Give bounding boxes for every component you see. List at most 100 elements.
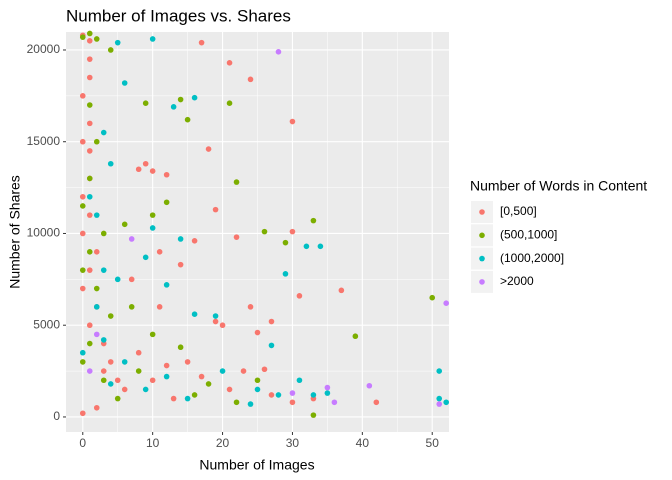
point — [219, 322, 226, 329]
point — [128, 276, 135, 283]
point — [226, 60, 233, 66]
point — [233, 179, 240, 185]
point — [163, 171, 170, 178]
legend-marker — [479, 279, 485, 285]
point — [86, 193, 93, 200]
point — [310, 412, 317, 418]
legend-marker — [479, 232, 485, 239]
point — [86, 175, 93, 182]
point — [86, 74, 93, 81]
point — [233, 234, 240, 240]
point — [233, 399, 240, 406]
point — [289, 399, 296, 406]
x-tick-label: 40 — [356, 436, 370, 450]
point — [170, 104, 177, 110]
legend-label: (500,1000] — [500, 227, 557, 241]
point — [93, 304, 100, 310]
point — [156, 304, 163, 310]
point — [142, 254, 149, 261]
point — [93, 404, 100, 411]
point — [261, 228, 268, 235]
point — [212, 318, 219, 325]
point — [163, 282, 170, 288]
point — [275, 392, 282, 398]
point — [205, 146, 212, 152]
point — [121, 359, 128, 365]
point — [436, 395, 443, 402]
point — [93, 331, 100, 338]
point — [107, 359, 114, 365]
point — [205, 381, 212, 387]
point — [93, 212, 100, 218]
point — [149, 212, 156, 218]
point — [79, 285, 86, 292]
point — [100, 368, 107, 374]
x-tick-label: 30 — [286, 436, 300, 450]
point — [86, 102, 93, 108]
y-tick-label: 10000 — [27, 226, 61, 240]
point — [296, 377, 303, 384]
point — [100, 377, 107, 384]
point — [247, 76, 254, 83]
point — [170, 395, 177, 402]
point — [191, 94, 198, 101]
x-tick-label: 20 — [216, 436, 230, 450]
point — [324, 384, 331, 391]
point — [254, 377, 261, 384]
point — [184, 359, 191, 365]
point — [352, 333, 359, 340]
point — [86, 368, 93, 374]
point — [219, 368, 226, 374]
point — [128, 236, 135, 242]
point — [254, 329, 261, 336]
point — [86, 148, 93, 154]
point — [226, 100, 233, 106]
point — [79, 138, 86, 145]
point — [79, 193, 86, 200]
point — [86, 249, 93, 255]
chart-title: Number of Images vs. Shares — [66, 6, 291, 25]
legend-marker — [479, 255, 485, 262]
x-tick-label: 0 — [79, 436, 86, 450]
y-tick-label: 15000 — [27, 134, 61, 148]
point — [177, 96, 184, 103]
point — [310, 392, 317, 398]
legend-label: [0,500] — [500, 204, 537, 218]
point — [149, 225, 156, 231]
legend-label: (1000,2000] — [500, 251, 564, 265]
point — [86, 322, 93, 329]
y-tick-label: 5000 — [33, 317, 60, 331]
point — [149, 168, 156, 174]
point — [121, 386, 128, 393]
point — [114, 377, 121, 384]
y-axis-title: Number of Shares — [7, 175, 23, 289]
point — [142, 386, 149, 393]
point — [163, 199, 170, 206]
legend-title: Number of Words in Content — [470, 178, 647, 194]
point — [163, 373, 170, 380]
point — [79, 410, 86, 417]
legend-label: >2000 — [500, 274, 534, 288]
y-tick-label: 0 — [53, 409, 60, 423]
point — [121, 80, 128, 86]
point — [226, 386, 233, 393]
point — [163, 362, 170, 369]
point — [296, 293, 303, 299]
point — [212, 313, 219, 319]
point — [268, 392, 275, 398]
point — [324, 390, 331, 396]
point — [331, 399, 338, 406]
point — [93, 249, 100, 255]
point — [184, 116, 191, 123]
point — [212, 206, 219, 213]
point — [107, 313, 114, 319]
point — [121, 221, 128, 228]
point — [443, 300, 450, 306]
point — [100, 230, 107, 237]
x-axis-title: Number of Images — [199, 457, 314, 473]
point — [86, 56, 93, 62]
point — [86, 120, 93, 127]
point — [142, 160, 149, 167]
point — [100, 337, 107, 343]
